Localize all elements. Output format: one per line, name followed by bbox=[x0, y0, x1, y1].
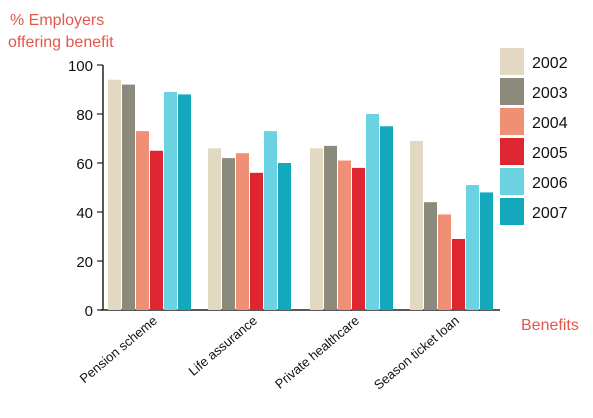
legend-label-2006: 2006 bbox=[532, 175, 568, 192]
y-tick-label: 80 bbox=[76, 107, 93, 124]
legend-swatch-2007 bbox=[500, 198, 524, 225]
bar-2006-1 bbox=[164, 91, 177, 310]
bar-2005-3 bbox=[352, 167, 365, 310]
y-axis-title-line-1: % Employers bbox=[10, 12, 104, 29]
legend-swatch-2004 bbox=[500, 108, 524, 135]
bar-2004-3 bbox=[338, 160, 351, 310]
y-axis-title-line-2: offering benefit bbox=[8, 34, 114, 51]
bar-2007-4 bbox=[480, 192, 493, 310]
legend-swatch-2002 bbox=[500, 48, 524, 75]
bar-2002-4 bbox=[410, 140, 423, 310]
bar-2006-3 bbox=[366, 114, 379, 310]
bar-2007-1 bbox=[178, 94, 191, 311]
x-axis-title: Benefits bbox=[521, 317, 579, 334]
bar-2007-2 bbox=[278, 163, 291, 310]
bar-2005-4 bbox=[452, 238, 465, 310]
legend-label-2004: 2004 bbox=[532, 115, 568, 132]
x-tick-label: Season ticket loan bbox=[371, 313, 462, 393]
bar-2003-3 bbox=[324, 145, 337, 310]
bar-2002-1 bbox=[108, 79, 121, 310]
legend-label-2003: 2003 bbox=[532, 85, 568, 102]
bar-2002-3 bbox=[310, 148, 323, 310]
legend-swatch-2005 bbox=[500, 138, 524, 165]
bar-2003-4 bbox=[424, 202, 437, 310]
x-tick-label: Private healthcare bbox=[272, 313, 362, 392]
legend-label-2005: 2005 bbox=[532, 145, 568, 162]
bars bbox=[108, 79, 493, 311]
bar-2004-2 bbox=[236, 153, 249, 310]
legend-swatch-2003 bbox=[500, 78, 524, 105]
bar-2003-1 bbox=[122, 84, 135, 310]
y-tick-label: 100 bbox=[68, 58, 93, 75]
bar-2003-2 bbox=[222, 158, 235, 310]
legend-label-2007: 2007 bbox=[532, 205, 568, 222]
bar-2006-4 bbox=[466, 185, 479, 310]
bar-2006-2 bbox=[264, 131, 277, 310]
bar-2007-3 bbox=[380, 126, 393, 310]
bar-2005-1 bbox=[150, 150, 163, 310]
bar-2002-2 bbox=[208, 148, 221, 310]
y-tick-label: 40 bbox=[76, 205, 93, 222]
legend-swatch-2006 bbox=[500, 168, 524, 195]
legend: 2002 2003 2004 2005 2006 2007 bbox=[500, 48, 568, 225]
y-tick-label: 0 bbox=[85, 303, 93, 320]
bar-2004-1 bbox=[136, 131, 149, 310]
x-tick-label: Pension scheme bbox=[77, 313, 160, 386]
bar-2005-2 bbox=[250, 172, 263, 310]
y-tick-label: 60 bbox=[76, 156, 93, 173]
legend-label-2002: 2002 bbox=[532, 55, 568, 72]
bar-2004-4 bbox=[438, 214, 451, 310]
x-tick-label: Life assurance bbox=[186, 313, 260, 379]
y-tick-label: 20 bbox=[76, 254, 93, 271]
